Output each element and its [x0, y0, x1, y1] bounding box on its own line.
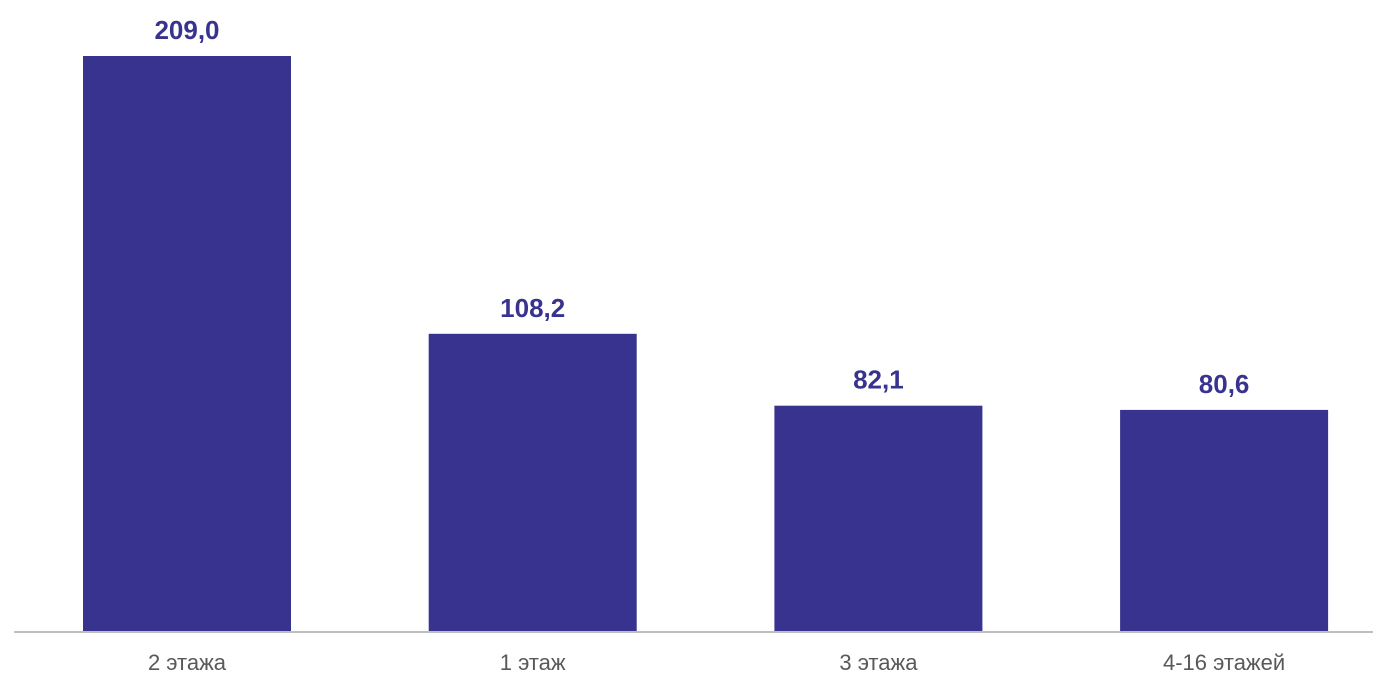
x-tick-label: 1 этаж: [500, 650, 566, 675]
x-tick-label: 3 этажа: [839, 650, 918, 675]
x-tick-label: 2 этажа: [148, 650, 227, 675]
bar: [429, 334, 637, 632]
value-labels-group: 209,0 108,2 82,1 80,6: [154, 15, 1249, 399]
bar: [83, 56, 291, 632]
bar: [774, 406, 982, 632]
bar-value-label: 82,1: [853, 365, 904, 395]
x-tick-labels-group: 2 этажа 1 этаж 3 этажа 4-16 этажей: [148, 650, 1285, 675]
bar-value-label: 80,6: [1199, 369, 1250, 399]
bar: [1120, 410, 1328, 632]
bars-group: [83, 56, 1328, 632]
bar-value-label: 209,0: [154, 15, 219, 45]
x-tick-label: 4-16 этажей: [1163, 650, 1285, 675]
bar-value-label: 108,2: [500, 293, 565, 323]
